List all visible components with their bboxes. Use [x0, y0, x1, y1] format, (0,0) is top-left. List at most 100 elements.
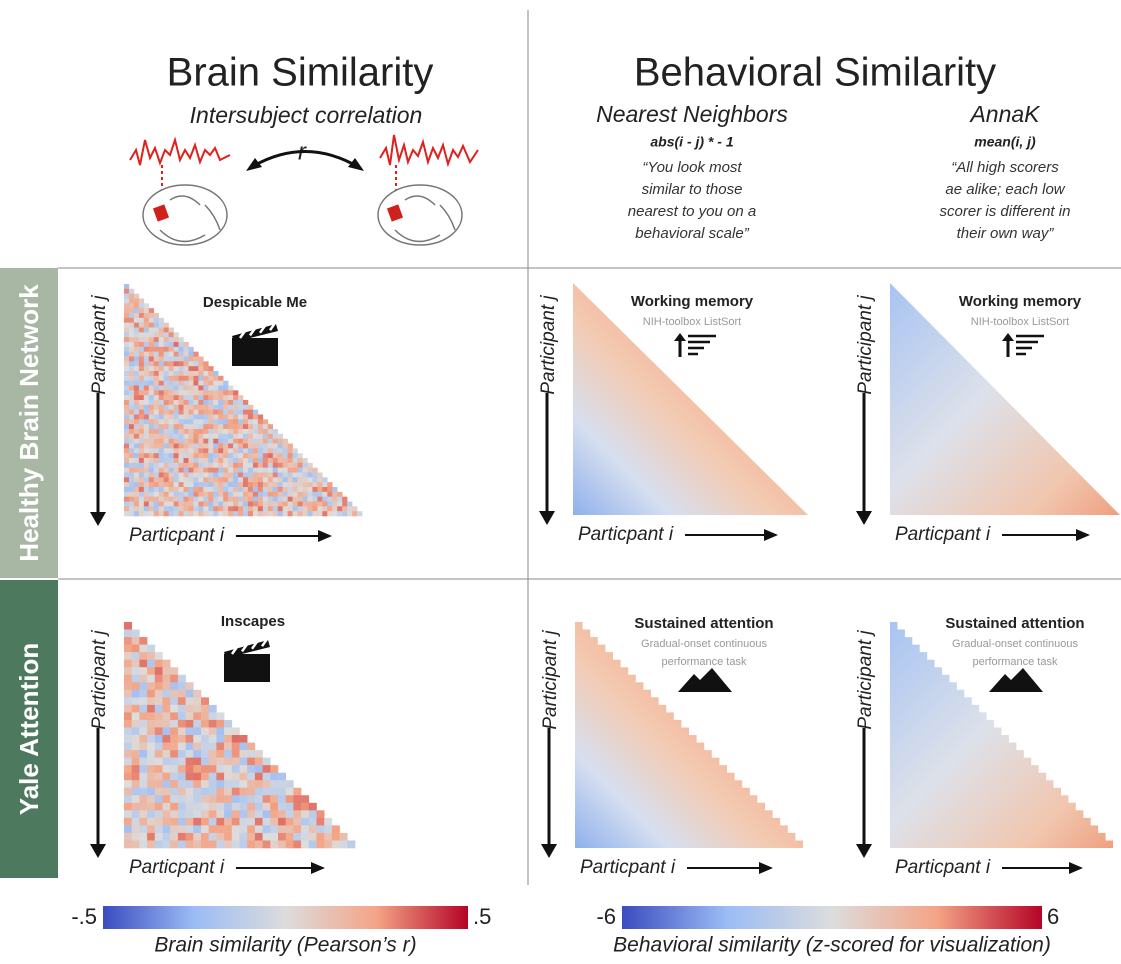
- heatmap-cell: [262, 506, 269, 512]
- heatmap-cell: [324, 817, 333, 826]
- heatmap-cell: [203, 371, 209, 377]
- heatmap-cell: [138, 327, 145, 333]
- heatmap-cell: [223, 395, 229, 401]
- heatmap-cell: [302, 467, 308, 473]
- heatmap-cell: [148, 443, 155, 449]
- heatmap-cell: [188, 506, 194, 512]
- heatmap-cell: [213, 511, 219, 517]
- heatmap-cell: [252, 419, 259, 425]
- heatmap-cell: [128, 462, 135, 468]
- heatmap-cell: [143, 467, 150, 473]
- heatmap-cell: [243, 467, 249, 473]
- heatmap-cell: [293, 787, 302, 796]
- heatmap-cell: [133, 361, 140, 367]
- heatmap-cell: [131, 787, 140, 796]
- heatmap-cell: [223, 506, 229, 512]
- heatmap-cell: [188, 404, 194, 410]
- heatmap-cell: [267, 433, 274, 439]
- heatmap-cell: [238, 438, 244, 444]
- heatmap-cell: [154, 787, 163, 796]
- heatmap-cell: [270, 802, 279, 811]
- heatmap-cell: [138, 380, 145, 386]
- heatmap-cell: [198, 477, 204, 483]
- heatmap-cell: [254, 840, 263, 849]
- heatmap-cell: [158, 448, 164, 454]
- heatmap-cell: [128, 453, 135, 459]
- heatmap-cell: [162, 810, 171, 819]
- heatmap-cell: [163, 414, 169, 420]
- heatmap-cell: [218, 487, 224, 493]
- heatmap-cell: [198, 385, 204, 391]
- heatmap-cell: [292, 511, 298, 517]
- heatmap-cell: [183, 506, 189, 512]
- arrow-head: [348, 158, 364, 171]
- heatmap-cell: [223, 424, 229, 430]
- heatmap-cell: [243, 462, 249, 468]
- heatmap-cell: [282, 443, 288, 449]
- heatmap-cell: [153, 313, 160, 319]
- heatmap-cell: [282, 477, 288, 483]
- heatmap-cell: [322, 506, 328, 512]
- heatmap-cell: [223, 429, 229, 435]
- heatmap-cell: [252, 448, 259, 454]
- heatmap-cell: [183, 414, 189, 420]
- heatmap-cell: [133, 438, 140, 444]
- heatmap-cell: [124, 810, 132, 819]
- heatmap-cell: [198, 375, 204, 381]
- heatmap-cell: [170, 795, 179, 804]
- heatmap-cell: [213, 443, 219, 449]
- heatmap-cell: [262, 429, 269, 435]
- heatmap-cell: [201, 802, 209, 811]
- heatmap-cell: [124, 453, 130, 459]
- heatmap-cell: [131, 802, 140, 811]
- heatmap-cell: [143, 438, 150, 444]
- heatmap-cell: [138, 462, 145, 468]
- heatmap-cell: [277, 443, 283, 449]
- axis-label: Particpant i: [895, 857, 991, 878]
- heatmap-cell: [247, 443, 254, 449]
- heatmap-cell: [193, 511, 199, 517]
- heatmap-cell: [158, 332, 164, 338]
- heatmap-cell: [247, 511, 254, 517]
- heatmap-cell: [193, 356, 199, 362]
- heatmap-cell: [153, 419, 160, 425]
- heatmap-cell: [139, 840, 148, 849]
- heatmap-cell: [124, 433, 130, 439]
- heatmap-cell: [327, 501, 333, 507]
- heatmap-cell: [238, 419, 244, 425]
- heatmap-cell: [153, 458, 160, 464]
- heatmap-cell: [252, 438, 259, 444]
- heatmap-cell: [170, 697, 179, 706]
- heatmap-cell: [213, 400, 219, 406]
- heatmap-cell: [158, 385, 164, 391]
- heatmap-cell: [247, 802, 256, 811]
- heatmap-cell: [139, 712, 148, 721]
- heatmap-cell: [247, 404, 254, 410]
- heatmap-cell: [267, 501, 274, 507]
- heatmap-cell: [218, 511, 224, 517]
- heatmap: [890, 622, 1113, 848]
- heatmap-cell: [170, 787, 179, 796]
- heatmap-cell: [124, 674, 132, 683]
- heatmap-cell: [297, 501, 303, 507]
- heatmap-cell: [257, 477, 264, 483]
- heatmap-cell: [147, 712, 156, 721]
- heatmap-cell: [147, 750, 156, 758]
- heatmap-cell: [133, 501, 140, 507]
- heatmap-cell: [124, 409, 130, 415]
- heatmap-cell: [138, 342, 145, 348]
- heatmap-cell: [282, 496, 288, 502]
- heatmap-cell: [285, 802, 294, 811]
- heatmap-cell: [213, 409, 219, 415]
- heatmap-cell: [203, 506, 209, 512]
- heatmap-cell: [193, 433, 199, 439]
- heatmap-cell: [332, 506, 338, 512]
- heatmap-cell: [154, 832, 163, 841]
- heatmap-cell: [312, 501, 318, 507]
- heatmap-cell: [233, 462, 239, 468]
- heatmap-cell: [218, 429, 224, 435]
- heatmap-cell: [183, 400, 189, 406]
- heatmap-cell: [138, 501, 145, 507]
- heatmap-cell: [277, 448, 283, 454]
- heatmap-cell: [153, 400, 160, 406]
